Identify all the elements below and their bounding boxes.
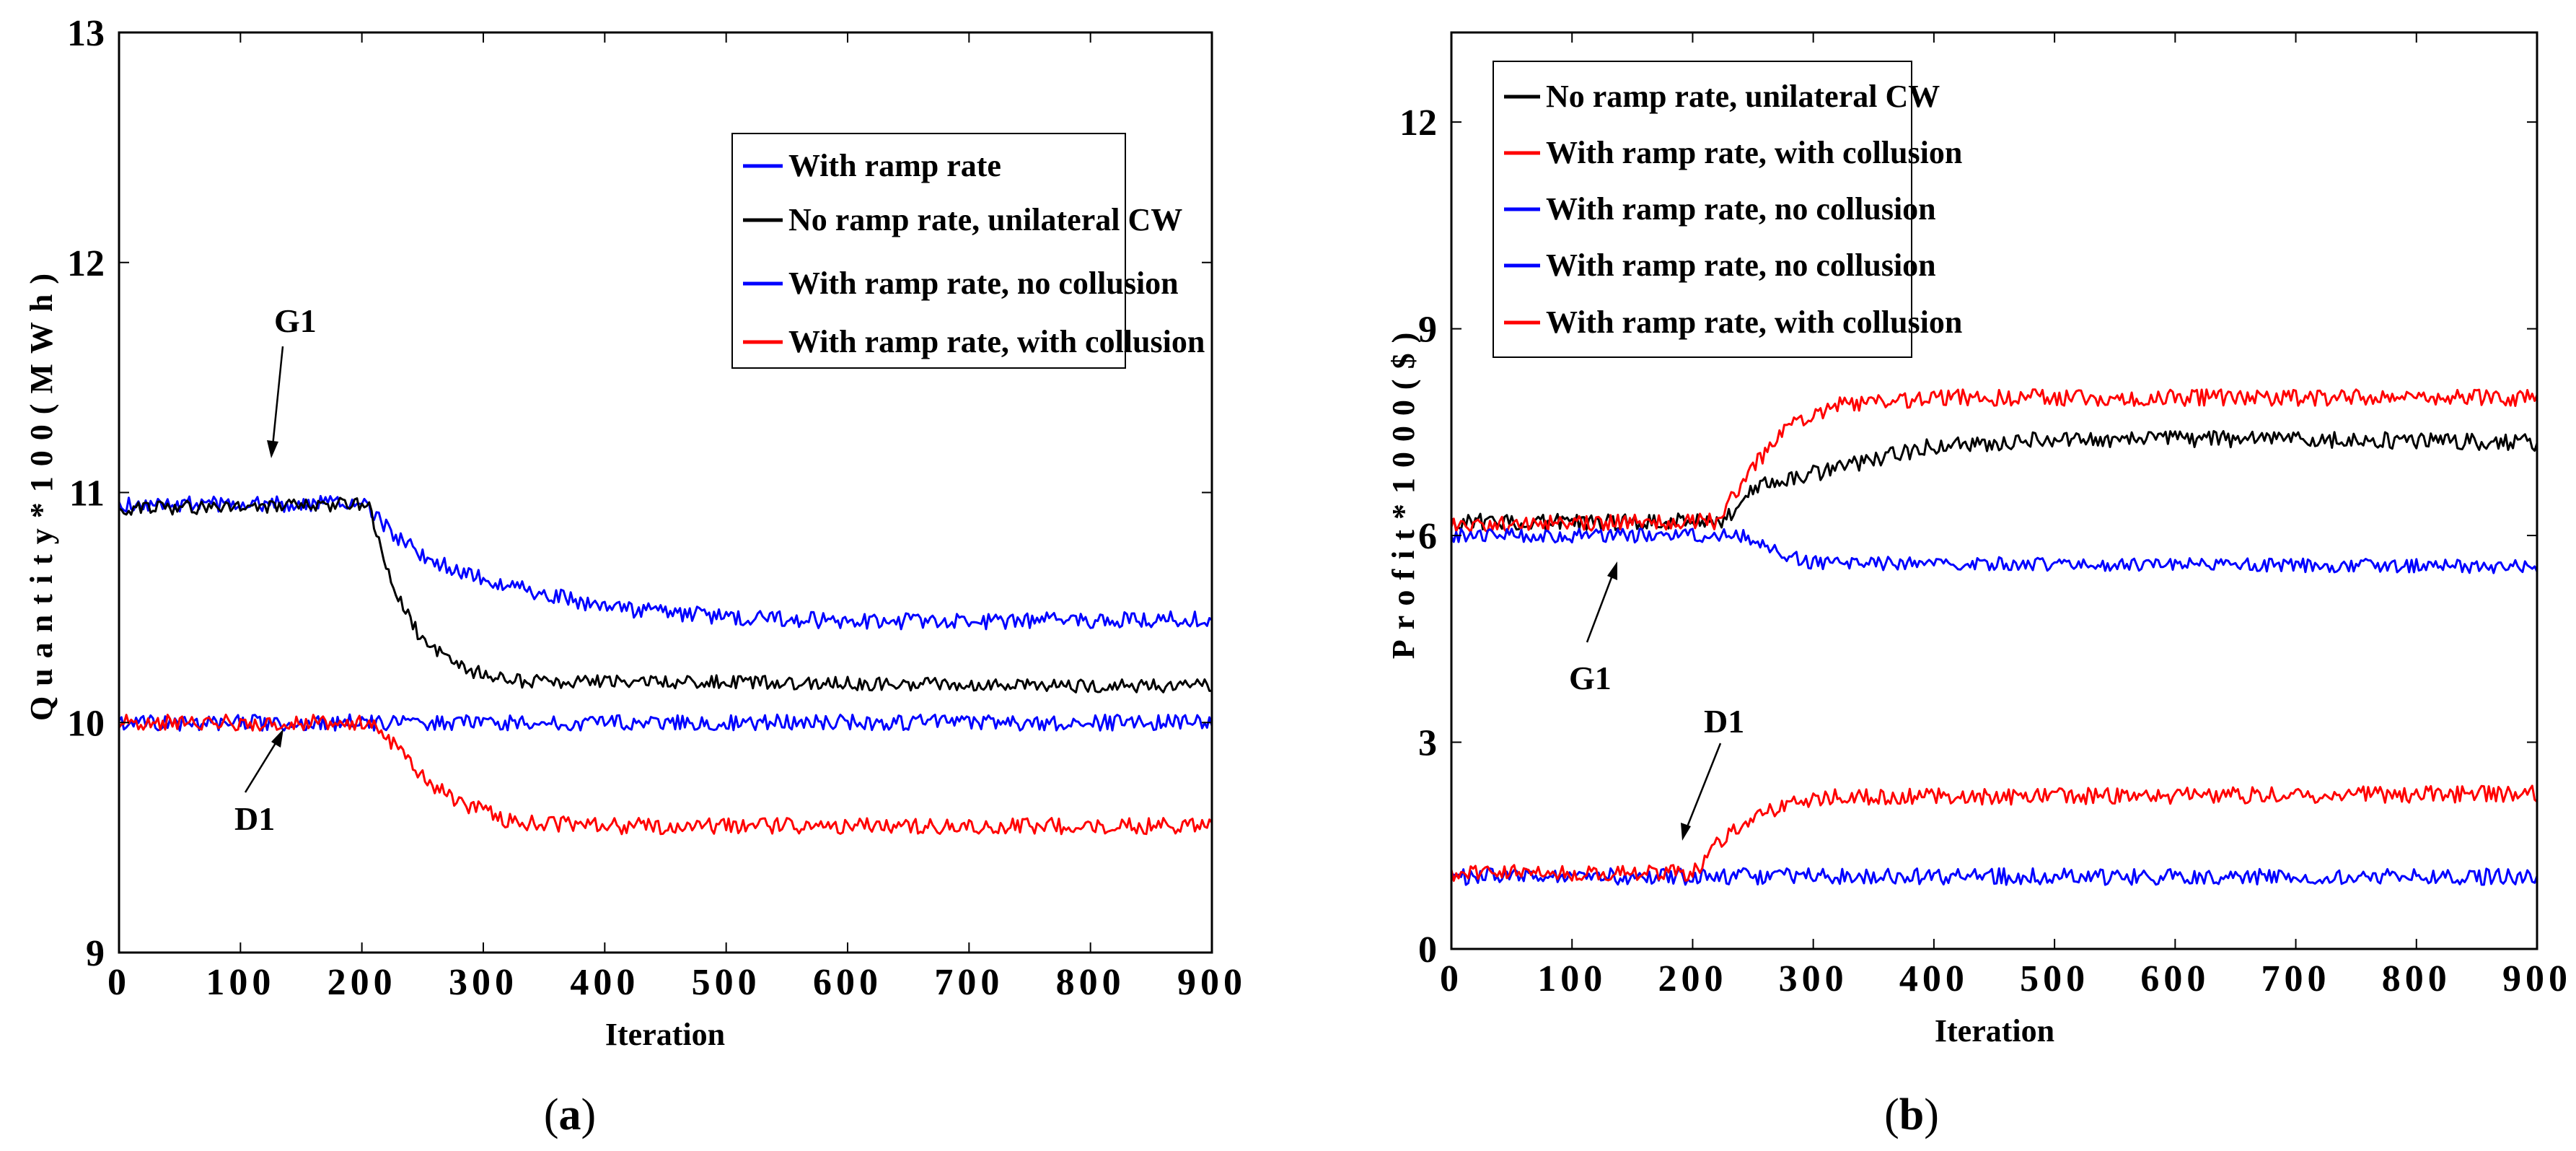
panel-a-legend-label-1: With ramp rate — [788, 148, 1001, 183]
panel-a-series-line-3 — [118, 713, 1213, 732]
panel-a-annotation-g1-label: G1 — [274, 302, 317, 339]
panel-a-caption-letter: a — [559, 1090, 581, 1139]
panel-a-x-ticks: 0 100 200 300 400 500 600 700 800 900 — [107, 32, 1247, 1003]
panel-b-series-line-3 — [1450, 528, 2538, 574]
panel-b-y-tick-label-1: 3 — [1418, 723, 1437, 764]
panel-a-x-tick-label-5: 500 — [692, 962, 761, 1003]
panel-a-x-axis-label: Iteration — [605, 1017, 725, 1052]
panel-a-y-tick-label-0: 9 — [86, 933, 105, 974]
panel-a-annotation-g1-arrow — [271, 346, 284, 447]
panel-a-y-axis-label: Quantity*100(MWh) — [24, 263, 59, 721]
panel-a-chart: 0 100 200 300 400 500 600 700 800 900 9 10 11 12 13 W… — [24, 13, 1247, 1139]
panel-b-x-tick-label-4: 400 — [1899, 958, 1969, 999]
panel-a-series-line-2 — [118, 496, 1212, 693]
panel-b-series-line-5 — [1450, 784, 2538, 882]
panel-a-y-tick-label-1: 10 — [67, 703, 105, 744]
panel-a-annotation-d1-label: D1 — [234, 800, 275, 837]
panel-a-x-tick-label-1: 100 — [206, 962, 275, 1003]
panel-a-legend-box — [731, 133, 1126, 369]
panel-b-caption: (b) — [1884, 1090, 1939, 1139]
panel-b-legend-label-5: With ramp rate, with collusion — [1546, 305, 1962, 340]
panel-b-y-tick-label-0: 0 — [1418, 929, 1437, 971]
panel-a-x-tick-label-0: 0 — [107, 962, 131, 1003]
panel-a-annotation-d1-arrowhead — [271, 729, 283, 748]
panel-a-caption: (a) — [544, 1090, 596, 1139]
panel-a-annotation-d1-arrow — [244, 739, 279, 793]
panel-b-legend-label-3: With ramp rate, no collusion — [1546, 191, 1936, 227]
panel-b-x-tick-label-1: 100 — [1537, 958, 1606, 999]
panel-b-annotation-g1-arrow — [1586, 573, 1614, 643]
panel-b-legend-label-1: No ramp rate, unilateral CW — [1546, 79, 1940, 114]
panel-a-series-line-1 — [118, 494, 1213, 631]
panel-b-legend: No ramp rate, unilateral CW With ramp ra… — [1493, 61, 1962, 358]
panel-b-annotation-d1-arrow — [1685, 743, 1722, 829]
panel-b-annotation-d1-arrowhead — [1681, 823, 1691, 841]
panel-a-x-tick-label-8: 800 — [1056, 962, 1125, 1003]
panel-b-annotation-d1-label: D1 — [1704, 703, 1744, 740]
panel-a-series-group — [118, 494, 1213, 836]
panel-b-series-line-4 — [1450, 867, 2538, 886]
panel-b-x-tick-label-9: 900 — [2502, 958, 2572, 999]
panel-b-x-ticks: 0 100 200 300 400 500 600 700 800 900 — [1440, 32, 2572, 999]
panel-b-axes-frame — [1450, 31, 2538, 950]
panel-b-x-tick-label-3: 300 — [1779, 958, 1848, 999]
panel-b-y-tick-label-3: 9 — [1418, 310, 1437, 351]
panel-b-series-group — [1450, 388, 2538, 886]
panel-b-legend-box — [1493, 61, 1912, 358]
panel-b-series-line-1 — [1451, 429, 2538, 531]
panel-a-y-ticks: 9 10 11 12 13 — [67, 13, 1212, 974]
panel-a-legend-label-2: No ramp rate, unilateral CW — [788, 202, 1182, 237]
panel-a-y-tick-label-2: 11 — [69, 473, 105, 515]
panel-a-x-tick-label-3: 300 — [449, 962, 518, 1003]
panel-b-annotation-g1-arrowhead — [1607, 561, 1617, 580]
panel-b-chart: 0 100 200 300 400 500 600 700 800 900 0 3 6 9 12 No r… — [1386, 31, 2572, 1139]
panel-a-x-tick-label-7: 700 — [934, 962, 1003, 1003]
panel-b-x-tick-label-8: 800 — [2382, 958, 2451, 999]
panel-b-series-line-2 — [1450, 388, 2538, 534]
panel-a-x-tick-label-9: 900 — [1177, 962, 1247, 1003]
panel-b-x-tick-label-0: 0 — [1440, 958, 1463, 999]
panel-a-x-tick-label-4: 400 — [570, 962, 639, 1003]
panel-b-y-axis-label: Profit*1000($) — [1386, 323, 1421, 659]
panel-a-annotation-d1: D1 — [234, 729, 283, 837]
panel-b-y-tick-label-4: 12 — [1399, 102, 1437, 144]
panel-a-legend-label-4: With ramp rate, with collusion — [788, 324, 1205, 359]
panel-b-annotation-g1-label: G1 — [1569, 660, 1612, 696]
panel-a-series-line-4 — [118, 713, 1213, 836]
panel-a-x-tick-label-2: 200 — [328, 962, 397, 1003]
panel-a-legend-label-3: With ramp rate, no collusion — [788, 266, 1179, 301]
panel-b-legend-label-4: With ramp rate, no collusion — [1546, 248, 1936, 283]
panel-a-y-tick-label-3: 12 — [67, 243, 105, 284]
panel-a-legend: With ramp rate No ramp rate, unilateral … — [731, 133, 1205, 369]
panel-b-x-tick-label-2: 200 — [1658, 958, 1727, 999]
panel-b-annotation-d1: D1 — [1681, 703, 1744, 841]
panel-b-x-tick-label-5: 500 — [2020, 958, 2089, 999]
panel-b-x-tick-label-7: 700 — [2261, 958, 2331, 999]
panel-a-x-tick-label-6: 600 — [813, 962, 882, 1003]
panel-b-legend-label-2: With ramp rate, with collusion — [1546, 135, 1962, 170]
panel-a-annotation-g1: G1 — [267, 302, 317, 458]
panel-b-caption-letter: b — [1899, 1090, 1924, 1139]
panel-a-y-tick-label-4: 13 — [67, 13, 105, 54]
panel-b-x-axis-label: Iteration — [1935, 1013, 2054, 1049]
panel-a-annotation-g1-arrowhead — [267, 440, 278, 458]
panel-b-y-ticks: 0 3 6 9 12 — [1399, 102, 2537, 971]
panel-b-y-tick-label-2: 6 — [1418, 516, 1437, 557]
panel-b-x-tick-label-6: 600 — [2140, 958, 2210, 999]
panel-b-annotation-g1: G1 — [1569, 561, 1617, 696]
